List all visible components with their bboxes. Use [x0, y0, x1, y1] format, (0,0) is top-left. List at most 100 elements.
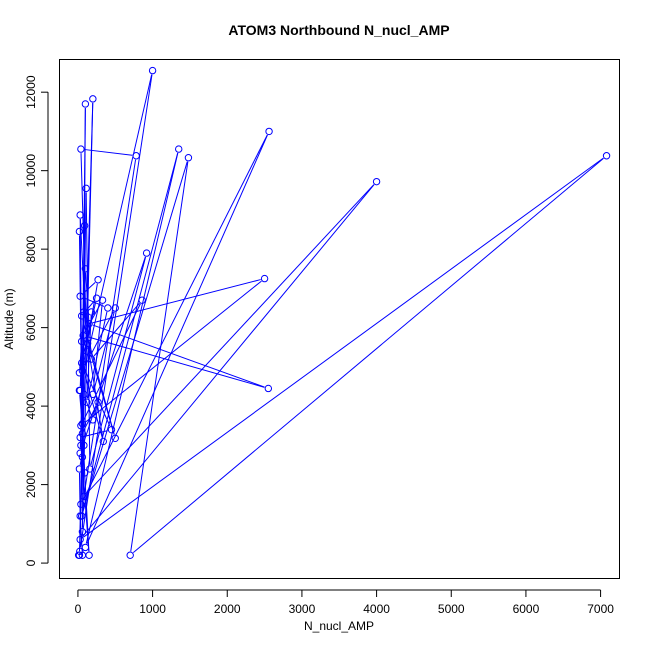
series-lines	[78, 74, 604, 554]
series-line-segment	[92, 304, 103, 391]
data-point	[104, 304, 112, 312]
data-point	[89, 390, 97, 399]
series-line-segment	[82, 366, 111, 427]
series-line-segment	[132, 157, 604, 554]
y-axis-label: Altitude (m)	[2, 288, 16, 349]
series-line-segment	[79, 74, 153, 387]
data-point	[76, 547, 84, 556]
data-point	[138, 296, 146, 304]
x-tick-label: 3000	[289, 602, 316, 616]
y-tick-label: 12000	[24, 75, 38, 109]
y-tick-label: 4000	[24, 392, 38, 419]
series-line-segment	[84, 159, 137, 493]
series-line-segment	[86, 336, 265, 388]
data-point	[78, 453, 87, 461]
data-point	[107, 425, 116, 434]
data-point	[80, 441, 88, 450]
series-line-segment	[90, 256, 147, 466]
data-point	[132, 152, 140, 160]
series-line-segment	[79, 218, 88, 348]
series-line-segment	[82, 366, 103, 438]
data-point	[77, 145, 85, 153]
data-point	[264, 384, 273, 393]
data-point	[85, 320, 93, 328]
data-point	[81, 265, 90, 273]
series-line-segment	[83, 300, 95, 314]
data-point	[81, 543, 90, 552]
plot-frame	[59, 59, 620, 579]
y-tick-label: 10000	[24, 154, 38, 188]
series-line-segment	[82, 161, 188, 513]
data-point	[76, 433, 84, 442]
data-point	[77, 337, 86, 346]
data-point	[87, 355, 96, 363]
data-point	[82, 184, 90, 193]
data-point	[76, 292, 84, 300]
data-point	[81, 100, 90, 108]
series-line-segment	[83, 280, 262, 424]
data-point	[76, 386, 84, 395]
series-line-segment	[84, 149, 133, 156]
data-point	[77, 441, 85, 450]
series-line-segment	[83, 430, 108, 438]
series-line-segment	[78, 472, 81, 513]
data-point	[89, 416, 97, 424]
data-point	[76, 449, 84, 457]
data-point	[83, 347, 91, 355]
x-tick-label: 4000	[363, 602, 390, 616]
data-point	[94, 398, 102, 406]
series-line-segment	[84, 397, 92, 417]
y-tick-label: 2000	[24, 471, 38, 498]
data-point	[94, 276, 102, 284]
data-point	[83, 398, 91, 406]
data-point	[77, 500, 85, 508]
data-point	[80, 221, 89, 230]
data-point	[260, 274, 269, 283]
data-point	[86, 465, 94, 473]
data-point	[92, 294, 101, 302]
series-line-segment	[86, 184, 375, 494]
data-point	[87, 308, 96, 316]
series-points	[74, 66, 611, 559]
series-line-segment	[79, 301, 97, 369]
data-point	[76, 535, 84, 544]
data-point	[76, 211, 84, 219]
data-point	[126, 551, 134, 559]
series-line-segment	[92, 279, 261, 324]
data-point	[75, 369, 84, 377]
data-point	[80, 492, 88, 501]
series-line-segment	[82, 152, 179, 513]
data-point	[80, 308, 88, 316]
x-axis: 0 1000 2000 3000 4000 5000 6000 7000	[75, 589, 614, 616]
series-line-segment	[86, 134, 268, 544]
data-point	[75, 465, 84, 473]
y-tick-label: 8000	[24, 235, 38, 262]
data-point	[75, 551, 84, 559]
data-point	[111, 434, 119, 442]
y-tick-label: 6000	[24, 314, 38, 341]
series-line-segment	[82, 134, 268, 501]
chart-title: ATOM3 Northbound N_nucl_AMP	[228, 22, 449, 38]
data-point	[78, 420, 87, 428]
series-line-segment	[80, 449, 90, 552]
y-tick-label: 0	[24, 559, 38, 566]
series-line-segment	[83, 297, 105, 307]
x-tick-label: 7000	[587, 602, 614, 616]
data-point	[99, 437, 108, 446]
data-point	[148, 66, 157, 75]
data-point	[78, 429, 87, 438]
x-tick-label: 6000	[513, 602, 540, 616]
series-line-segment	[84, 303, 102, 333]
series-line-segment	[81, 405, 97, 435]
data-point	[184, 154, 193, 162]
data-point	[265, 127, 273, 136]
data-point	[111, 304, 119, 312]
data-point	[80, 469, 89, 477]
data-point	[372, 177, 381, 186]
data-point	[89, 95, 97, 103]
data-point	[80, 390, 88, 399]
data-point	[142, 249, 151, 257]
x-axis-label: N_nucl_AMP	[304, 619, 374, 633]
x-tick-label: 5000	[438, 602, 465, 616]
